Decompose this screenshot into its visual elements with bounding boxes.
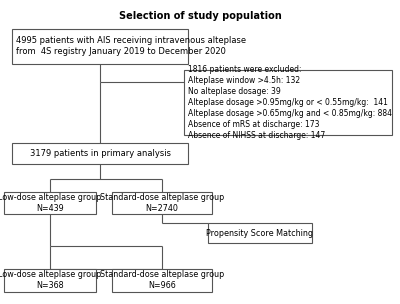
Text: Standard-dose alteplase group
N=966: Standard-dose alteplase group N=966 bbox=[100, 270, 224, 291]
Text: 3179 patients in primary analysis: 3179 patients in primary analysis bbox=[30, 149, 170, 158]
Text: 1816 patients were excluded:
Alteplase window >4.5h: 132
No alteplase dosage: 39: 1816 patients were excluded: Alteplase w… bbox=[188, 65, 392, 140]
Text: Propensity Score Matching: Propensity Score Matching bbox=[206, 229, 314, 238]
FancyBboxPatch shape bbox=[4, 269, 96, 292]
FancyBboxPatch shape bbox=[12, 143, 188, 164]
Text: Low-dose alteplase group
N=439: Low-dose alteplase group N=439 bbox=[0, 193, 102, 213]
FancyBboxPatch shape bbox=[112, 192, 212, 214]
FancyBboxPatch shape bbox=[112, 269, 212, 292]
Text: Standard-dose alteplase group
N=2740: Standard-dose alteplase group N=2740 bbox=[100, 193, 224, 213]
FancyBboxPatch shape bbox=[12, 29, 188, 64]
Text: Selection of study population: Selection of study population bbox=[119, 11, 281, 21]
Text: 4995 patients with AIS receiving intravenous alteplase
from  4S registry January: 4995 patients with AIS receiving intrave… bbox=[16, 36, 246, 57]
Text: Low-dose alteplase group
N=368: Low-dose alteplase group N=368 bbox=[0, 270, 102, 291]
FancyBboxPatch shape bbox=[184, 70, 392, 135]
FancyBboxPatch shape bbox=[208, 223, 312, 243]
FancyBboxPatch shape bbox=[4, 192, 96, 214]
